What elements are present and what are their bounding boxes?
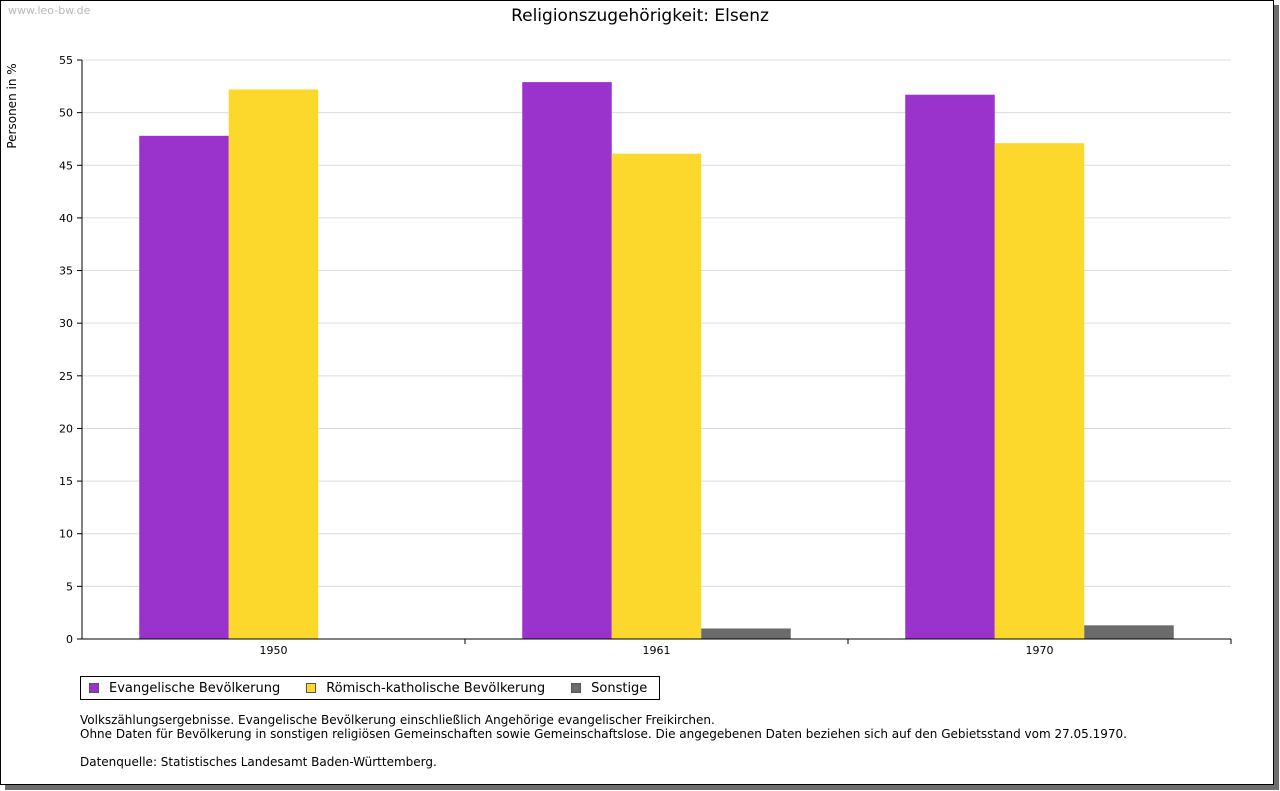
- bars: [139, 82, 1174, 640]
- legend-label: Römisch-katholische Bevölkerung: [326, 680, 546, 696]
- y-tick-label: 30: [59, 317, 73, 330]
- y-tick-label: 10: [59, 528, 73, 541]
- legend-item-sonstige: Sonstige: [571, 681, 647, 696]
- bar-chart: 0 5 10 15 20 25 30 35 40 45 50 55 1950 1961 1970 Relig…: [5, 6, 1232, 657]
- y-tick-label: 0: [66, 633, 73, 646]
- y-tick-label: 25: [59, 370, 73, 383]
- y-tick-label: 15: [59, 475, 73, 488]
- bar: [611, 153, 702, 639]
- bar: [994, 143, 1085, 639]
- watermark: www.leo-bw.de: [8, 4, 91, 17]
- y-axis-label: Personen in %: [5, 63, 19, 148]
- legend-label: Sonstige: [591, 680, 648, 696]
- x-tick-label: 1950: [260, 644, 288, 657]
- chart-title: Religionszugehörigkeit: Elsenz: [511, 6, 769, 26]
- legend-label: Evangelische Bevölkerung: [109, 680, 281, 696]
- y-tick-label: 50: [59, 107, 73, 120]
- legend-swatch: [306, 683, 317, 693]
- x-tick-label: 1970: [1026, 644, 1054, 657]
- legend-item-evangelisch: Evangelische Bevölkerung: [89, 681, 280, 696]
- x-tick-label: 1961: [643, 644, 671, 657]
- legend-swatch: [571, 683, 582, 693]
- y-tick-label: 35: [59, 265, 73, 278]
- bar: [1084, 625, 1174, 639]
- y-tick-label: 45: [59, 159, 73, 172]
- legend-swatch: [89, 683, 99, 693]
- y-tick-label: 55: [59, 54, 73, 67]
- bar: [905, 94, 995, 640]
- y-tick-label: 5: [66, 580, 73, 593]
- legend-item-katholisch: Römisch-katholische Bevölkerung: [306, 681, 545, 696]
- axes: 0 5 10 15 20 25 30 35 40 45 50 55 1950 1961 1970: [59, 54, 1232, 657]
- note-line: Volkszählungsergebnisse. Evangelische Be…: [80, 713, 715, 727]
- y-tick-label: 40: [59, 212, 73, 225]
- bar: [228, 89, 319, 639]
- bar: [701, 628, 791, 639]
- chart-legend: Evangelische Bevölkerung Römisch-katholi…: [80, 676, 661, 700]
- data-source: Datenquelle: Statistisches Landesamt Bad…: [80, 755, 437, 769]
- note-line: Ohne Daten für Bevölkerung in sonstigen …: [80, 727, 1127, 741]
- y-tick-label: 20: [59, 422, 73, 435]
- bar: [522, 82, 612, 639]
- bar: [139, 135, 229, 639]
- chart-notes: Volkszählungsergebnisse. Evangelische Be…: [80, 713, 1127, 769]
